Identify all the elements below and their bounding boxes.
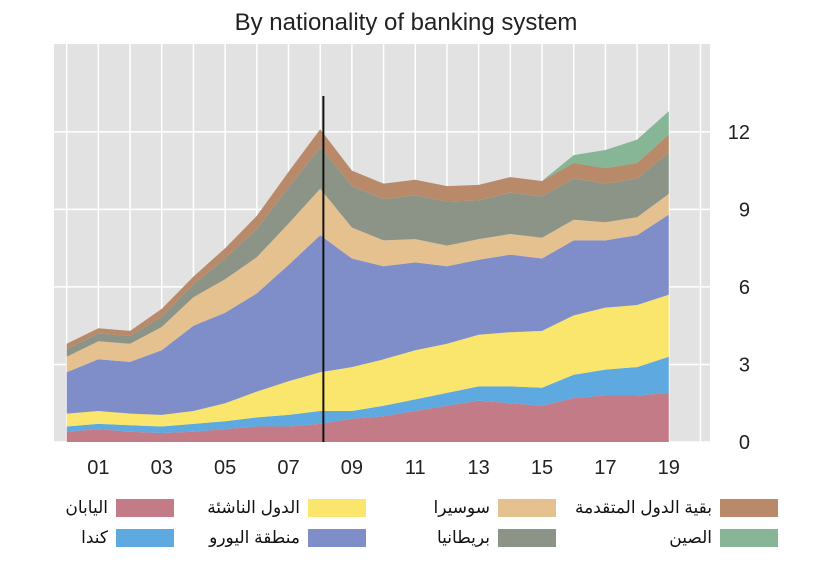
y-tick-label: 0 [739, 432, 750, 454]
y-tick-label: 6 [739, 277, 750, 299]
x-tick-label: 05 [214, 457, 236, 479]
area-series-1 [66, 356, 669, 433]
legend-item-other-advanced: بقية الدول المتقدمة [575, 498, 778, 518]
legend-swatch-switzerland [498, 499, 556, 517]
area-series-5 [66, 147, 669, 357]
x-tick-label: 19 [658, 457, 680, 479]
legend-swatch-japan [116, 499, 174, 517]
x-tick-label: 11 [405, 457, 426, 479]
legend-item-china: الصين [669, 528, 778, 548]
legend-label-emerging: الدول الناشئة [207, 498, 300, 517]
legend-label-other-advanced: بقية الدول المتقدمة [574, 498, 712, 517]
legend-item-emerging: الدول الناشئة [207, 498, 366, 518]
chart-title: By nationality of banking system [235, 9, 578, 36]
legend-item-euro: منطقة اليورو [209, 528, 366, 548]
legend: اليابان كندا الدول الناشئة منطقة اليورو … [0, 488, 814, 578]
area-series-6 [66, 129, 669, 349]
x-tick-label: 09 [341, 457, 363, 479]
x-tick-label: 07 [277, 457, 299, 479]
legend-swatch-canada [116, 529, 174, 547]
legend-swatch-euro [308, 529, 366, 547]
y-tick-label: 12 [728, 122, 750, 144]
y-tick-label: 9 [739, 199, 750, 221]
stacked-areas [66, 111, 669, 442]
y-tick-label: 3 [739, 354, 750, 376]
legend-label-uk: بريطانيا [436, 528, 490, 547]
area-series-4 [66, 188, 669, 373]
legend-swatch-other-advanced [720, 499, 778, 517]
x-tick-label: 17 [594, 457, 616, 479]
legend-label-china: الصين [669, 528, 712, 547]
legend-item-uk: بريطانيا [437, 528, 556, 548]
legend-swatch-uk [498, 529, 556, 547]
legend-label-japan: اليابان [65, 498, 108, 517]
area-series-2 [66, 294, 669, 427]
area-series-3 [66, 214, 669, 415]
legend-swatch-emerging [308, 499, 366, 517]
x-tick-label: 01 [87, 457, 109, 479]
legend-item-switzerland: سوسيرا [433, 498, 556, 518]
legend-item-canada: كندا [81, 528, 174, 548]
legend-item-japan: اليابان [65, 498, 174, 518]
chart-area: By nationality of banking system 01 03 05 0… [54, 9, 750, 479]
x-tick-label: 15 [531, 457, 553, 479]
legend-label-euro: منطقة اليورو [209, 528, 300, 547]
legend-label-canada: كندا [81, 528, 108, 547]
legend-label-switzerland: سوسيرا [433, 498, 490, 517]
x-axis-ticks: 01 03 05 07 09 11 13 15 17 19 [87, 457, 680, 479]
x-tick-label: 13 [468, 457, 490, 479]
y-axis-ticks: 0 3 6 9 12 [728, 122, 750, 454]
x-tick-label: 03 [151, 457, 173, 479]
legend-swatch-china [720, 529, 778, 547]
